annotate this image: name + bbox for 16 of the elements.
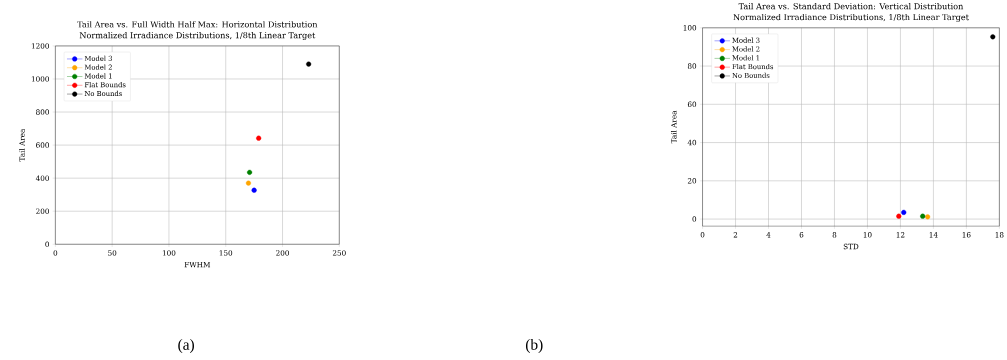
- point: [247, 170, 253, 176]
- point: [251, 187, 257, 193]
- text: (a): [178, 339, 194, 354]
- point: [256, 135, 262, 141]
- point: [896, 213, 902, 219]
- point: [925, 214, 931, 220]
- point: [245, 180, 251, 186]
- point: [306, 61, 312, 67]
- text: (b): [525, 339, 543, 354]
- chart-title: Tail Area vs. Full Width Half Max: Horizontal Distribution: [77, 21, 318, 28]
- point: [901, 210, 907, 216]
- point: [920, 213, 926, 219]
- point: [990, 34, 996, 40]
- chart-subtitle: Normalized Irradiance Distributions, 1/8th Linear Target: [733, 14, 969, 23]
- chart-title: Tail Area vs. Standard Deviation: Vertical Distribution: [738, 3, 964, 10]
- chart-subtitle: Normalized Irradiance Distributions, 1/8th Linear Target: [79, 32, 316, 41]
